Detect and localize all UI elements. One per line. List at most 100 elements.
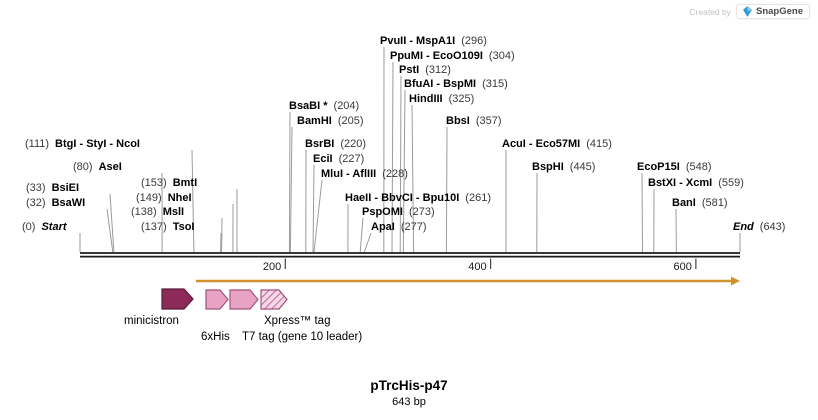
site-position: (137) [141, 221, 167, 233]
site-position: (261) [465, 192, 491, 204]
site-position: (581) [701, 197, 728, 209]
site-name: EciI [313, 153, 333, 165]
site-position: (80) [73, 161, 93, 173]
snapgene-brand-text: SnapGene [756, 6, 803, 17]
site-connector-line [313, 179, 323, 253]
site-position: (33) [26, 182, 46, 194]
site-connector-line [411, 104, 415, 253]
site-name: BbsI [446, 115, 470, 127]
feature-label-6xhis: 6xHis [201, 331, 230, 343]
site-position: (315) [482, 78, 508, 90]
created-by-text: Created by [689, 6, 731, 17]
site-position: (312) [425, 64, 451, 76]
plasmid-size: 643 bp [392, 396, 426, 408]
site-name: BamHI [297, 115, 332, 127]
site-label-apai: ApaI (277) [371, 221, 427, 233]
site-connector-line [641, 172, 643, 253]
site-name: BfuAI - BspMI [404, 78, 477, 90]
site-name: PvuII - MspA1I [380, 35, 456, 47]
feature-label-t7-tag: T7 tag (gene 10 leader) [242, 331, 363, 343]
snapgene-watermark: Created by SnapGene [689, 4, 810, 19]
site-position: (220) [340, 138, 367, 150]
site-label-bsabi: BsaBI * (204) [289, 100, 359, 112]
site-position: (296) [461, 35, 487, 47]
site-connector-line [363, 232, 372, 253]
site-position: (149) [136, 192, 162, 204]
snapgene-badge: SnapGene [736, 4, 810, 19]
title-block: pTrcHis-p47 643 bp [0, 378, 818, 408]
site-connector-line [402, 89, 406, 253]
feature-arrow-minicistron [161, 288, 194, 310]
site-label-hindiii: HindIII (325) [409, 93, 474, 105]
site-connector-line [288, 111, 291, 253]
site-name: BsaWI [51, 197, 86, 209]
site-name: BanI [672, 197, 696, 209]
site-name: HindIII [409, 93, 443, 105]
site-label-end: End (643) [733, 221, 785, 233]
site-connector-line [391, 61, 394, 253]
site-label-ecii: EciI (227) [313, 153, 364, 165]
site-connector-line [289, 126, 293, 253]
site-label-ecop15i: EcoP15I (548) [637, 161, 712, 173]
feature-arrow-6xhis [205, 289, 229, 310]
feature-arrow-xpress-tag [260, 289, 288, 310]
snapgene-logo-icon [743, 6, 752, 17]
site-name: BtgI - StyI - NcoI [55, 138, 140, 150]
site-position: (277) [400, 221, 427, 233]
site-name: EcoP15I [637, 161, 680, 173]
feature-label-xpress-tag: Xpress™ tag [264, 315, 331, 327]
site-name: HaeII - BbvCI - Bpu10I [345, 192, 460, 204]
site-name: AcuI - Eco57MI [502, 138, 581, 150]
site-position: (304) [488, 50, 515, 62]
site-position: (548) [685, 161, 712, 173]
site-connector-line [109, 193, 115, 253]
site-label-btgi-styi-ncoi: (111) BtgI - StyI - NcoI [25, 138, 140, 150]
site-name: BspHI [532, 161, 564, 173]
site-name: MluI - AflIII [321, 168, 377, 180]
site-label-bsrbi: BsrBI (220) [305, 138, 366, 150]
site-connector-line [191, 149, 195, 253]
site-position: (415) [586, 138, 612, 150]
site-position: (205) [337, 115, 364, 127]
site-position: (204) [333, 100, 360, 112]
site-position: (153) [141, 177, 167, 189]
site-name: BsiEI [51, 182, 80, 194]
site-label-bsphi: BspHI (445) [532, 161, 595, 173]
feature-arrow-t7-tag [229, 289, 259, 310]
site-name: MslI [162, 206, 185, 218]
site-position: (0) [22, 221, 36, 233]
site-label-bamhi: BamHI (205) [297, 115, 364, 127]
site-label-haeii-bbvci-bpu10i: HaeII - BbvCI - Bpu10I (261) [345, 192, 491, 204]
site-label-bani: BanI (581) [672, 197, 728, 209]
site-label-pspomi: PspOMI (273) [362, 206, 435, 218]
site-name: PspOMI [362, 206, 403, 218]
site-name: PstI [399, 64, 420, 76]
scale-tick-label: 600 [673, 261, 692, 273]
orf-arrowhead [731, 276, 740, 286]
site-label-bmti: (153) BmtI [141, 177, 197, 189]
site-position: (357) [475, 115, 502, 127]
site-label-psti: PstI (312) [399, 64, 451, 76]
site-name: End [733, 221, 754, 233]
site-connector-line [399, 75, 402, 253]
site-label-bsiei: (33) BsiEI [26, 182, 79, 194]
site-label-bfuai-bspmi: BfuAI - BspMI (315) [404, 78, 508, 90]
feature-label-minicistron: minicistron [124, 315, 179, 327]
site-position: (559) [718, 177, 744, 189]
site-name: BsaBI * [289, 100, 328, 112]
site-position: (32) [26, 197, 46, 209]
site-name: NheI [167, 192, 192, 204]
site-label-bsawi: (32) BsaWI [26, 197, 85, 209]
site-position: (445) [569, 161, 596, 173]
site-connector-line [312, 164, 315, 253]
site-position: (273) [408, 206, 435, 218]
site-label-pvuii-mspa1i: PvuII - MspA1I (296) [380, 35, 487, 47]
site-label-bstxi-xcmi: BstXI - XcmI (559) [648, 177, 744, 189]
site-position: (643) [759, 221, 786, 233]
site-position: (138) [131, 206, 157, 218]
site-label-nhei: (149) NheI [136, 192, 192, 204]
site-position: (325) [448, 93, 475, 105]
site-label-tsoi: (137) TsoI [141, 221, 194, 233]
site-name: AseI [98, 161, 122, 173]
